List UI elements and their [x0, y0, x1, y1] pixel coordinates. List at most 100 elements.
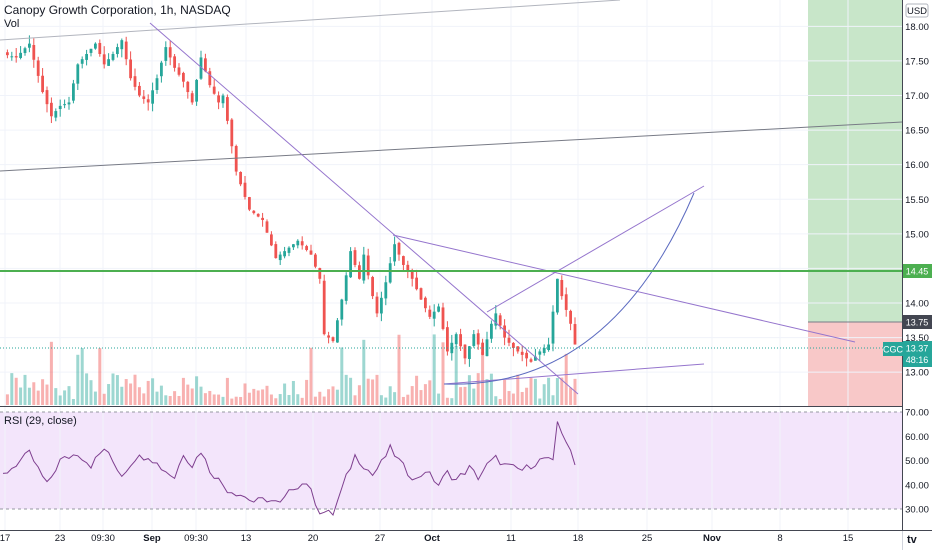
last-price-tag [903, 341, 932, 367]
rsi-tick-label: 60.00 [905, 432, 929, 443]
candle-body [146, 99, 150, 103]
candle-body [393, 244, 396, 262]
volume-bar [538, 398, 542, 405]
candle-body [424, 297, 427, 309]
volume-bar [274, 398, 278, 405]
volume-bar [560, 377, 564, 405]
volume-bar [221, 396, 225, 405]
volume-bar [283, 383, 287, 405]
volume-bar [542, 384, 546, 405]
volume-bar [555, 377, 559, 405]
rsi-indicator-label[interactable]: RSI (29, close) [4, 415, 77, 427]
volume-bar [564, 353, 568, 405]
candle-body [560, 280, 564, 297]
candle-body [186, 81, 190, 93]
time-tick-label: Nov [703, 533, 722, 544]
drawing-tools[interactable] [0, 0, 903, 395]
volume-bar [357, 385, 361, 405]
candle-body [270, 234, 273, 246]
loss-zone [808, 322, 902, 406]
candle-body [151, 90, 154, 104]
volume-bar [10, 373, 14, 405]
volume-bar [520, 391, 524, 405]
volume-bar [415, 375, 419, 405]
price-tick-label: 16.50 [905, 126, 929, 137]
volume-bar [454, 346, 458, 405]
candle-body [89, 48, 93, 53]
price-tick-label: 13.50 [905, 333, 929, 344]
candle-body [85, 54, 88, 60]
candle-body [419, 288, 423, 300]
volume-bar [256, 390, 260, 405]
volume-bar [133, 374, 137, 405]
volume-bar [481, 352, 485, 405]
time-tick-label: 18 [573, 533, 584, 544]
volume-bar [252, 388, 256, 405]
candle-body [349, 251, 352, 278]
candle-body [366, 255, 370, 276]
time-tick-label: 13 [241, 533, 252, 544]
candle-body [292, 244, 295, 248]
time-tick-label: 09:30 [184, 533, 208, 544]
candle-body [358, 265, 361, 279]
volume-bar [533, 378, 537, 405]
candle-body [362, 254, 366, 281]
candle-body [371, 277, 374, 297]
candle-body [226, 97, 229, 121]
volume-bar [45, 384, 49, 405]
time-axis[interactable]: 17 23 09:30 Sep 09:30 13 20 27 Oct 11 18 25 Nov 8 15 [0, 533, 853, 544]
volume-bar [137, 387, 141, 405]
volume-bar [551, 395, 555, 405]
time-tick-label: 25 [642, 533, 653, 544]
candle-body [388, 263, 392, 283]
symbol-title[interactable]: Canopy Growth Corporation, 1h, NASDAQ [4, 3, 231, 17]
candle-body [481, 342, 484, 355]
volume-bar [190, 388, 194, 405]
candle-body [239, 171, 242, 185]
volume-bar [278, 394, 282, 405]
volume-bar [5, 394, 9, 405]
rsi-line [2, 421, 576, 516]
volume-bar [525, 387, 529, 405]
volume-bar [14, 377, 18, 405]
candle-body [164, 47, 168, 61]
candle-body [494, 313, 498, 326]
candle-body [525, 352, 528, 359]
volume-bar [485, 379, 489, 405]
candle-body [58, 105, 62, 110]
currency-box[interactable] [905, 3, 929, 18]
candle-body [380, 297, 383, 314]
candle-body [41, 75, 44, 93]
candle-body [54, 111, 58, 118]
volume-bar [432, 334, 436, 405]
volume-bar [511, 393, 515, 405]
candle-body [542, 347, 546, 354]
candle-body [305, 246, 308, 250]
candle-body [538, 351, 542, 355]
rsi-axis[interactable]: 70.00 60.00 50.00 40.00 30.00 [905, 408, 929, 516]
volume-bar [300, 397, 304, 405]
volume-bar [142, 393, 146, 405]
candle-body [410, 270, 414, 279]
volume-bar [507, 391, 511, 405]
candle-body [336, 320, 339, 343]
candle-body [406, 264, 410, 272]
candle-body [129, 59, 132, 79]
volume-indicator-label[interactable]: Vol [4, 18, 20, 30]
candle-body [80, 59, 84, 64]
candle-body [120, 40, 124, 50]
candle-body [296, 240, 300, 246]
volume-bar [366, 378, 370, 405]
volume-bar [195, 376, 199, 405]
volume-bar [472, 388, 476, 405]
volume-bar [489, 373, 493, 405]
price-tick-label: 18.00 [905, 22, 929, 33]
volume-bar [234, 396, 238, 405]
volume-bar [49, 341, 53, 405]
volume-bar [89, 380, 93, 405]
candle-body [476, 333, 480, 345]
candle-body [221, 95, 225, 104]
candle-body [503, 325, 506, 338]
target-price-tag [903, 315, 932, 329]
